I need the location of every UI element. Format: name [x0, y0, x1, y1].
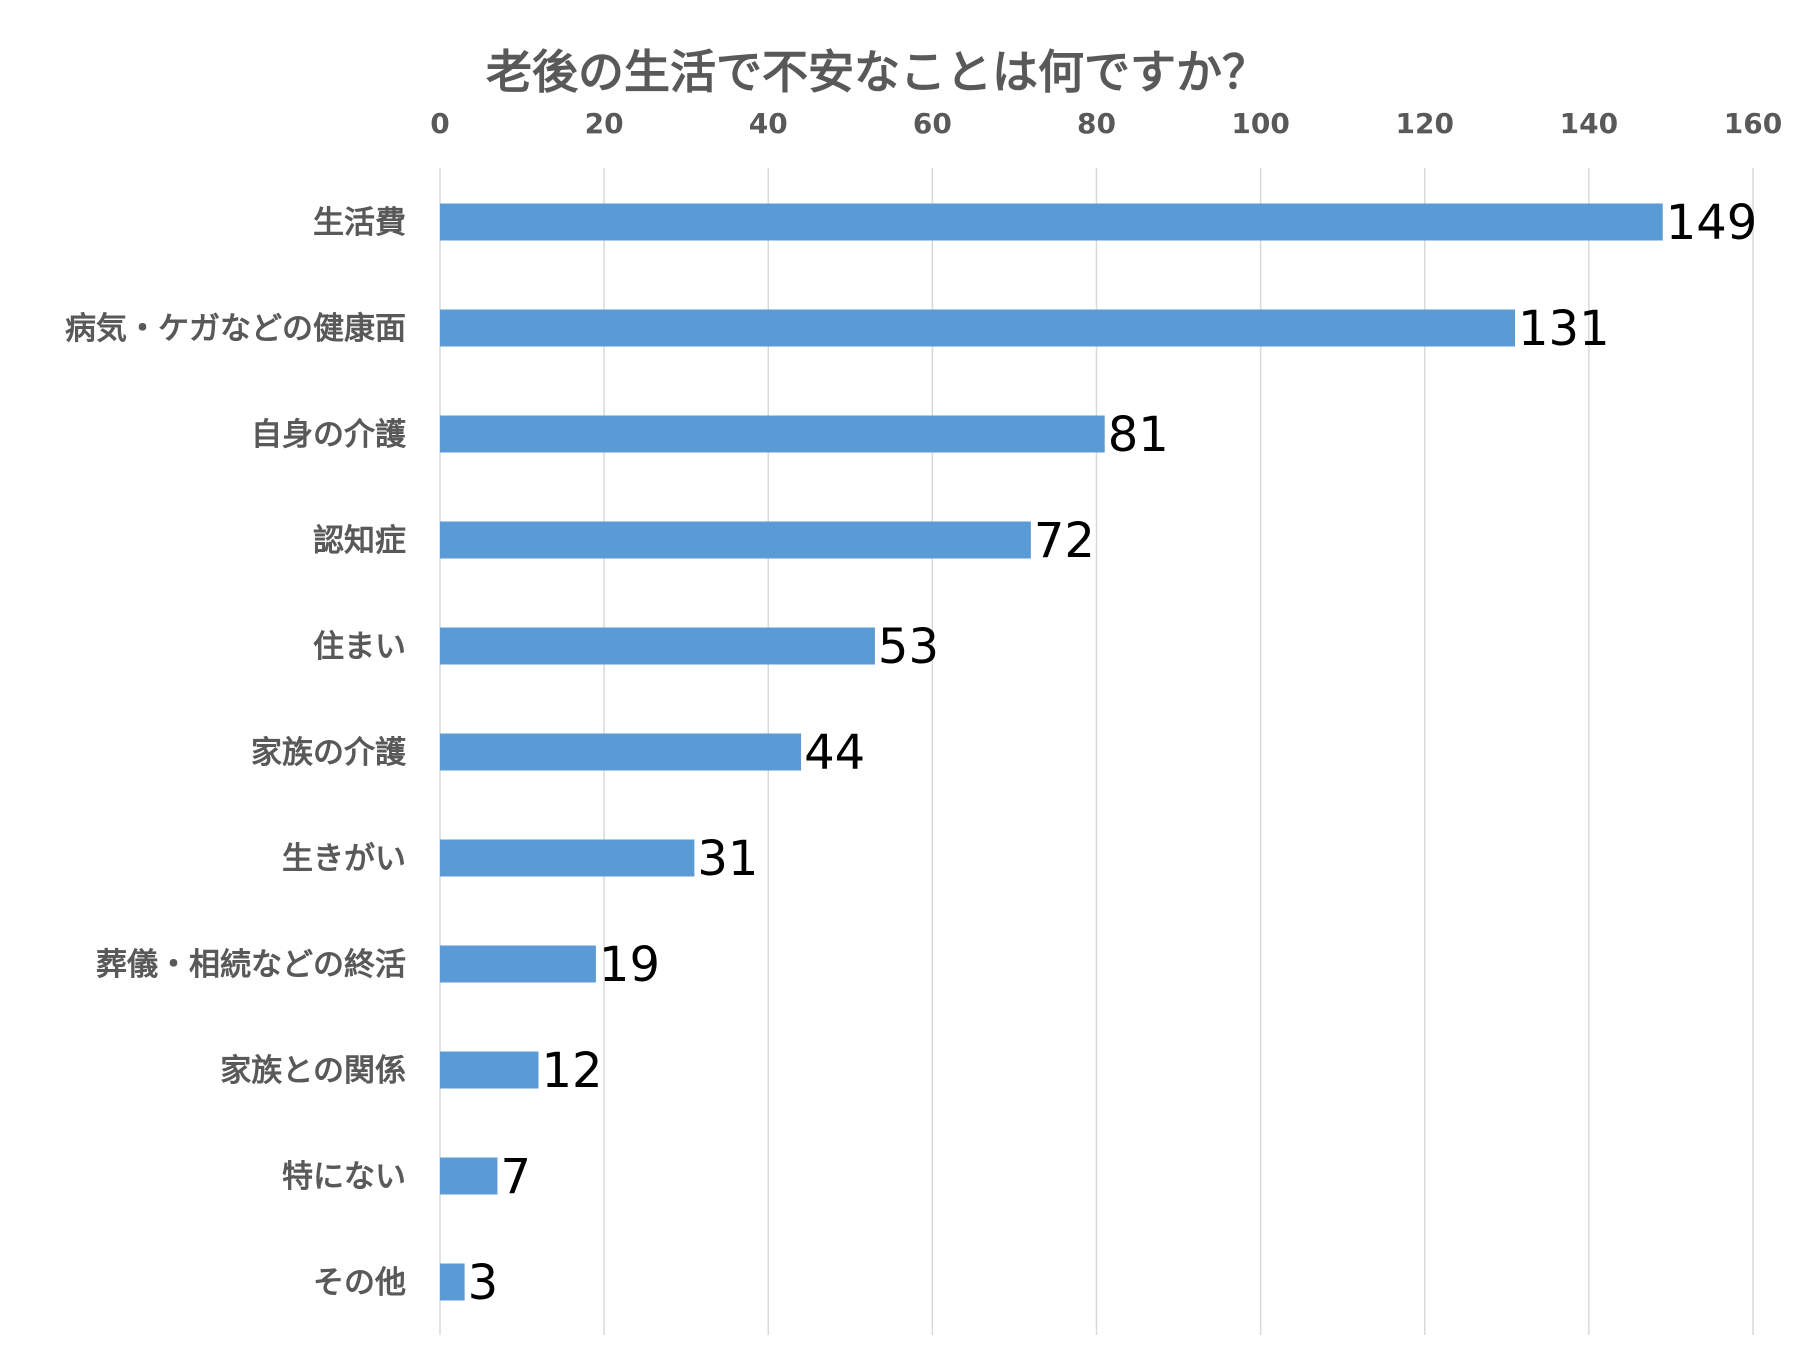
data-label-7: 19: [599, 937, 660, 993]
category-label-7: 葬儀・相続などの終活: [96, 947, 406, 983]
bar-6: [440, 839, 695, 877]
x-tick-label-100: 100: [1231, 107, 1289, 140]
x-tick-label-80: 80: [1077, 107, 1116, 140]
data-label-4: 53: [878, 619, 939, 675]
data-label-9: 7: [500, 1149, 531, 1205]
bar-9: [440, 1157, 498, 1195]
bar-5: [440, 733, 802, 771]
bar-1: [440, 309, 1516, 347]
category-labels: 生活費病気・ケガなどの健康面自身の介護認知症住まい家族の介護生きがい葬儀・相続な…: [65, 205, 407, 1301]
data-label-8: 12: [541, 1043, 602, 1099]
bar-4: [440, 627, 875, 665]
category-label-10: その他: [313, 1265, 406, 1301]
x-tick-label-0: 0: [430, 107, 449, 140]
x-tick-label-60: 60: [913, 107, 952, 140]
x-tick-label-120: 120: [1396, 107, 1454, 140]
data-label-2: 81: [1108, 407, 1169, 463]
category-label-3: 認知症: [313, 523, 406, 559]
x-tick-label-140: 140: [1560, 107, 1618, 140]
x-tick-label-160: 160: [1724, 107, 1782, 140]
category-label-0: 生活費: [313, 205, 406, 241]
gridlines: [439, 168, 1754, 1335]
data-label-1: 131: [1518, 301, 1610, 357]
bar-3: [440, 521, 1031, 559]
data-label-3: 72: [1034, 513, 1095, 569]
data-label-6: 31: [697, 831, 758, 887]
bar-10: [440, 1263, 465, 1301]
x-axis-ticks: 0 20 40 60 80 100 120 140 160: [430, 107, 1782, 140]
data-label-5: 44: [804, 725, 865, 781]
category-label-5: 家族の介護: [251, 735, 407, 771]
category-label-6: 生きがい: [282, 841, 406, 877]
category-label-1: 病気・ケガなどの健康面: [65, 311, 406, 347]
category-label-8: 家族との関係: [220, 1053, 406, 1089]
x-tick-label-20: 20: [585, 107, 624, 140]
x-tick-label-40: 40: [749, 107, 788, 140]
bar-0: [440, 203, 1663, 241]
data-label-0: 149: [1666, 195, 1758, 251]
bar-2: [440, 415, 1105, 453]
bar-7: [440, 945, 596, 983]
bar-8: [440, 1051, 539, 1089]
bars: [440, 203, 1663, 1301]
category-label-4: 住まい: [313, 629, 406, 665]
category-label-2: 自身の介護: [251, 417, 407, 453]
chart-title: 老後の生活で不安なことは何ですか？: [486, 45, 1268, 99]
data-label-10: 3: [468, 1255, 499, 1311]
category-label-9: 特にない: [282, 1159, 406, 1195]
